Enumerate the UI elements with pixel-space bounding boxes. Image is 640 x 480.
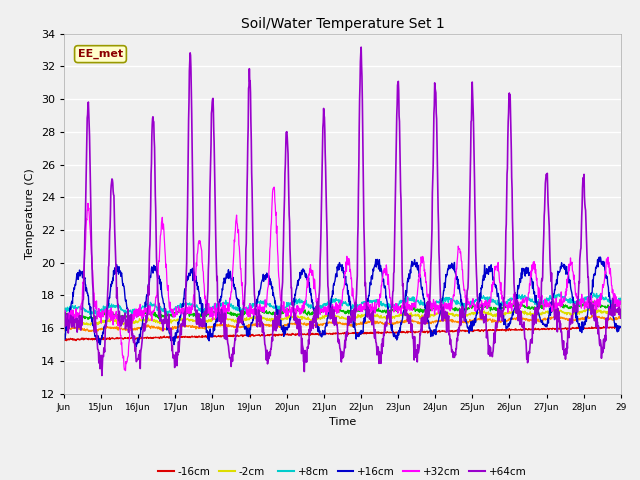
+16cm	[171, 339, 179, 345]
+8cm	[60, 308, 68, 314]
+2cm	[502, 305, 509, 311]
-2cm	[617, 308, 625, 313]
-2cm	[551, 309, 559, 314]
+16cm	[551, 287, 559, 293]
-2cm	[587, 305, 595, 311]
-2cm	[60, 319, 68, 324]
+2cm	[88, 317, 96, 323]
+32cm	[184, 311, 192, 316]
+32cm	[122, 368, 129, 373]
+32cm	[552, 300, 559, 306]
-16cm	[171, 335, 179, 341]
Line: -8cm: -8cm	[64, 315, 621, 332]
-16cm	[60, 337, 68, 343]
-8cm	[617, 315, 625, 321]
-2cm	[86, 323, 94, 328]
+32cm	[429, 297, 437, 302]
+32cm	[270, 184, 278, 190]
+32cm	[502, 303, 510, 309]
-8cm	[502, 318, 509, 324]
+64cm	[429, 135, 437, 141]
+16cm	[596, 254, 604, 260]
+8cm	[551, 296, 559, 301]
-16cm	[63, 338, 70, 344]
+64cm	[60, 325, 68, 331]
X-axis label: Time: Time	[329, 417, 356, 427]
-8cm	[246, 323, 254, 328]
-8cm	[429, 319, 437, 325]
+2cm	[184, 309, 192, 315]
-2cm	[171, 317, 179, 323]
+8cm	[184, 301, 192, 307]
Line: +32cm: +32cm	[64, 187, 621, 371]
-2cm	[184, 317, 192, 323]
Title: Soil/Water Temperature Set 1: Soil/Water Temperature Set 1	[241, 17, 444, 31]
-16cm	[246, 334, 254, 340]
-2cm	[246, 315, 254, 321]
+8cm	[502, 301, 509, 307]
Line: +64cm: +64cm	[64, 47, 621, 375]
+64cm	[552, 313, 559, 319]
Line: +2cm: +2cm	[64, 301, 621, 320]
-8cm	[171, 324, 179, 329]
+64cm	[184, 150, 192, 156]
+2cm	[617, 301, 625, 307]
Line: +16cm: +16cm	[64, 257, 621, 347]
-16cm	[616, 324, 623, 329]
+8cm	[590, 290, 598, 296]
-2cm	[502, 311, 509, 316]
-8cm	[85, 329, 93, 335]
+64cm	[617, 315, 625, 321]
+2cm	[551, 302, 559, 308]
+16cm	[502, 323, 509, 328]
+64cm	[502, 221, 510, 227]
+8cm	[246, 300, 254, 306]
-16cm	[617, 325, 625, 331]
-8cm	[588, 312, 596, 318]
+2cm	[429, 305, 437, 311]
Y-axis label: Temperature (C): Temperature (C)	[25, 168, 35, 259]
Line: -16cm: -16cm	[64, 326, 621, 341]
+8cm	[617, 296, 625, 302]
-8cm	[184, 324, 192, 330]
+16cm	[429, 330, 437, 336]
+64cm	[171, 365, 179, 371]
+16cm	[617, 324, 625, 329]
+2cm	[246, 309, 254, 314]
Line: +8cm: +8cm	[64, 293, 621, 316]
+8cm	[429, 301, 437, 307]
+64cm	[357, 44, 365, 50]
+16cm	[184, 274, 192, 279]
+2cm	[171, 311, 179, 316]
+32cm	[617, 301, 625, 307]
-16cm	[502, 328, 509, 334]
+64cm	[246, 90, 254, 96]
+8cm	[94, 313, 102, 319]
+2cm	[60, 314, 68, 320]
-8cm	[551, 316, 559, 322]
+32cm	[60, 312, 68, 317]
+16cm	[246, 327, 254, 333]
+2cm	[587, 298, 595, 304]
+64cm	[98, 372, 106, 378]
Legend: -16cm, -8cm, -2cm, +2cm, +8cm, +16cm, +32cm, +64cm: -16cm, -8cm, -2cm, +2cm, +8cm, +16cm, +3…	[154, 463, 531, 480]
+8cm	[171, 307, 179, 312]
-8cm	[60, 328, 68, 334]
-16cm	[551, 327, 559, 333]
+16cm	[60, 337, 68, 343]
Line: -2cm: -2cm	[64, 308, 621, 325]
-16cm	[429, 328, 437, 334]
Text: EE_met: EE_met	[78, 49, 123, 59]
+32cm	[246, 307, 254, 313]
-16cm	[184, 335, 192, 340]
+16cm	[132, 344, 140, 350]
+32cm	[171, 311, 179, 317]
-2cm	[429, 312, 437, 318]
